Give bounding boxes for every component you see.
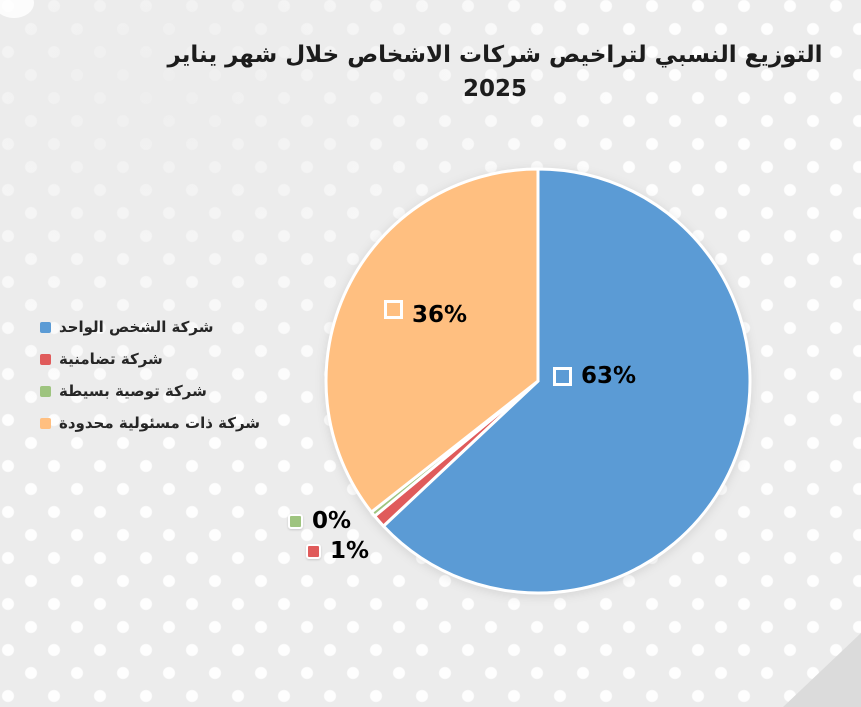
chart-title: التوزيع النسبي لتراخيص شركات الاشخاص خلا… xyxy=(167,42,823,102)
legend-item-one-person-company[interactable]: شركة الشخص الواحد xyxy=(40,311,260,343)
legend-swatch-orange xyxy=(40,417,51,429)
legend-swatch-red xyxy=(40,353,51,365)
pie-chart[interactable] xyxy=(320,163,756,599)
legend-item-solidarity-company[interactable]: شركة تضامنية xyxy=(40,343,260,375)
data-label-value: 0% xyxy=(312,508,352,534)
data-label-0: 0% xyxy=(288,508,351,534)
legend: شركة الشخص الواحد شركة تضامنية شركة توصي… xyxy=(40,311,260,439)
legend-item-simple-partnership[interactable]: شركة توصية بسيطة xyxy=(40,375,260,407)
data-label-value: 36% xyxy=(412,302,468,328)
label-marker-icon xyxy=(553,366,572,386)
legend-label: شركة تضامنية xyxy=(59,350,163,368)
legend-label: شركة الشخص الواحد xyxy=(59,318,214,336)
legend-swatch-blue xyxy=(40,321,51,333)
legend-label: شركة توصية بسيطة xyxy=(59,382,207,400)
data-label-value: 1% xyxy=(330,538,370,564)
data-label-1: 1% xyxy=(306,538,369,564)
legend-item-limited-liability[interactable]: شركة ذات مسئولية محدودة xyxy=(40,407,260,439)
data-label-value: 63% xyxy=(581,363,637,389)
label-marker-icon xyxy=(288,513,303,529)
legend-swatch-green xyxy=(40,385,51,397)
label-marker-icon xyxy=(306,543,321,559)
data-label-63: 63% xyxy=(553,363,636,389)
top-left-corner-decoration xyxy=(0,0,34,18)
data-label-36: 36% xyxy=(384,299,468,328)
bottom-right-corner-fold xyxy=(783,633,861,707)
label-marker-icon xyxy=(384,299,403,319)
legend-label: شركة ذات مسئولية محدودة xyxy=(59,414,261,432)
